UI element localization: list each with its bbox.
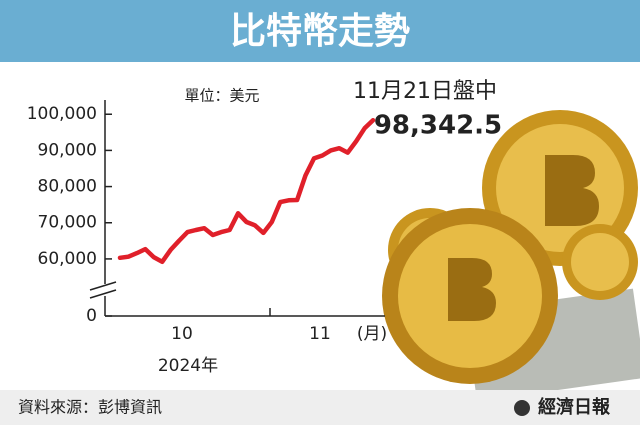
y-tick-label: 70,000 (38, 213, 97, 233)
source-label: 資料來源：彭博資訊 (18, 398, 162, 417)
y-tick-label: 0 (86, 306, 97, 326)
y-tick-label: 100,000 (27, 104, 97, 124)
price-line (117, 117, 376, 265)
y-tick-label: 90,000 (38, 140, 97, 160)
chart-title: 比特幣走勢 (230, 11, 410, 52)
publisher-label: 經濟日報 (538, 396, 611, 418)
annotation-date: 11月21日盤中 (353, 79, 497, 104)
title-bar (0, 0, 640, 62)
x-tick-label: 11 (309, 324, 331, 344)
logo-mark (514, 400, 530, 416)
unit-label: 單位：美元 (184, 87, 259, 105)
y-tick-label: 80,000 (38, 177, 97, 197)
x-unit-label: (月) (357, 324, 387, 344)
x-tick-label: 10 (171, 324, 193, 344)
footer (0, 390, 640, 425)
last-value-label: 98,342.5 (374, 111, 502, 141)
y-tick-label: 60,000 (38, 249, 97, 269)
coin-art (382, 110, 640, 402)
axis-break (88, 281, 118, 299)
year-label: 2024年 (158, 356, 218, 376)
